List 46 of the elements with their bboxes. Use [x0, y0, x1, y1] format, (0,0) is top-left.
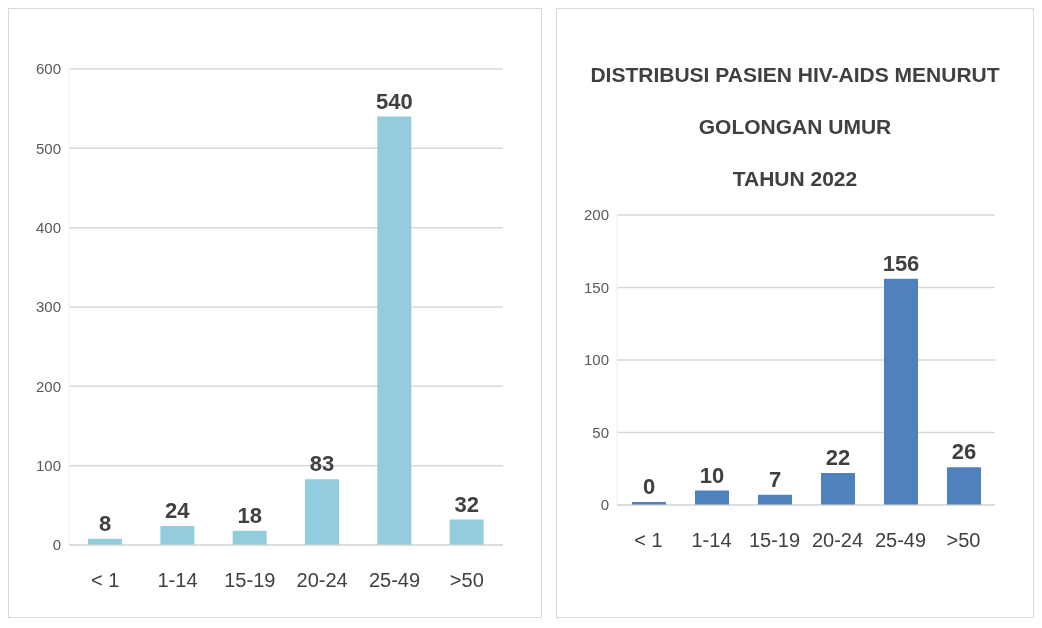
bar [449, 519, 484, 545]
x-tick-label: 20-24 [811, 529, 864, 552]
data-label: 10 [699, 462, 725, 488]
bar [947, 467, 981, 505]
y-tick-label: 0 [600, 496, 609, 514]
x-tick-label: 20-24 [296, 569, 348, 592]
x-tick-label: < 1 [90, 569, 120, 592]
data-label: 18 [237, 502, 262, 528]
x-tick-label: >50 [946, 529, 981, 552]
y-tick-label: 400 [35, 218, 61, 236]
data-label: 0 [642, 474, 656, 499]
x-tick-label: < 1 [634, 529, 663, 552]
y-tick-label: 500 [35, 139, 61, 157]
y-tick-label: 200 [35, 377, 61, 395]
data-label: 22 [825, 445, 851, 471]
data-label: 7 [768, 466, 782, 492]
bar [821, 473, 855, 505]
bar [377, 116, 412, 545]
bar [884, 278, 918, 505]
y-tick-label: 100 [583, 351, 609, 369]
x-tick-label: >50 [449, 569, 484, 592]
bar [305, 479, 339, 545]
y-tick-label: 600 [35, 60, 61, 78]
data-label: 8 [98, 510, 112, 536]
x-tick-label: 15-19 [748, 529, 801, 552]
x-tick-label: 1-14 [157, 569, 198, 592]
bar [695, 490, 729, 505]
x-tick-label: 25-49 [874, 529, 927, 552]
x-tick-label: 1-14 [691, 529, 732, 552]
x-tick-label: 25-49 [368, 569, 421, 592]
data-label: 156 [882, 250, 920, 276]
y-tick-label: 0 [52, 536, 61, 554]
bar [160, 525, 195, 545]
y-tick-label: 200 [583, 206, 609, 224]
data-label: 32 [454, 491, 479, 517]
y-tick-label: 50 [592, 423, 609, 441]
y-tick-label: 150 [583, 278, 609, 296]
y-tick-label: 100 [35, 456, 61, 474]
y-tick-label: 300 [35, 298, 61, 316]
data-label: 540 [375, 88, 413, 114]
data-label: 24 [165, 497, 191, 523]
data-label: 26 [951, 439, 977, 465]
bar [232, 530, 267, 545]
chart-title: DISTRIBUSI PASIEN HIV-AIDS MENURUT GOLONGAN UMUR TAHUN 2022 [590, 63, 1000, 190]
x-tick-label: 15-19 [224, 569, 276, 592]
data-label: 83 [309, 451, 335, 477]
